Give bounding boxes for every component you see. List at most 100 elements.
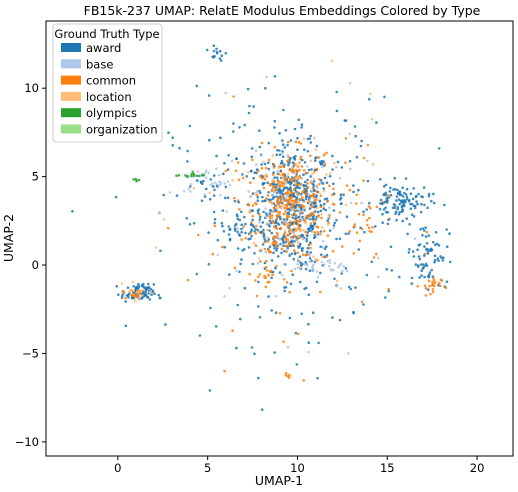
point-common [281, 195, 285, 198]
point-award [279, 190, 283, 193]
point-common [166, 227, 170, 230]
point-award [286, 143, 289, 147]
point-award [135, 287, 139, 290]
point-olympics [184, 174, 187, 177]
point-common [297, 141, 301, 144]
point-award [237, 200, 240, 204]
point-award [436, 257, 440, 261]
point-award [419, 228, 422, 231]
point-award [315, 156, 318, 159]
point-award [198, 174, 201, 178]
point-award [171, 144, 174, 147]
point-award [276, 191, 279, 194]
point-award [215, 50, 219, 54]
point-award [367, 97, 371, 101]
point-award [219, 59, 223, 62]
point-common [137, 295, 140, 299]
point-award [328, 174, 332, 178]
point-location [208, 191, 211, 194]
point-award [306, 150, 310, 153]
point-base [316, 276, 320, 279]
point-award [423, 275, 426, 279]
point-award [233, 227, 237, 231]
point-award [415, 200, 418, 203]
point-award [357, 188, 360, 192]
point-award [200, 199, 204, 202]
point-award [236, 303, 240, 307]
point-award [292, 156, 296, 159]
point-award [427, 194, 431, 198]
point-award [311, 227, 315, 230]
point-base [258, 221, 261, 224]
point-award [333, 277, 336, 281]
point-location [284, 229, 287, 232]
point-award [300, 126, 303, 129]
point-award [253, 352, 256, 356]
y-axis-label: UMAP-2 [1, 214, 16, 262]
point-award [226, 168, 230, 171]
point-award [315, 144, 319, 148]
point-common [223, 369, 226, 373]
point-location [265, 228, 269, 232]
point-award [424, 226, 427, 229]
point-award [295, 173, 298, 176]
point-award [417, 192, 420, 196]
point-base [280, 274, 284, 277]
point-award [250, 234, 253, 238]
point-location [231, 178, 234, 182]
point-award [282, 108, 285, 112]
point-common [290, 191, 294, 195]
point-award [427, 234, 431, 237]
point-award [383, 200, 387, 204]
point-common [266, 194, 270, 197]
point-award [283, 249, 286, 253]
point-common [372, 256, 376, 259]
point-award [384, 191, 388, 195]
point-award [295, 196, 299, 200]
point-award [421, 227, 425, 230]
point-award [395, 199, 398, 202]
point-common [298, 220, 301, 223]
point-award [162, 193, 165, 197]
point-common [315, 198, 318, 202]
point-common [348, 188, 352, 192]
point-location [281, 176, 285, 179]
point-common [301, 196, 304, 199]
point-award [142, 285, 146, 289]
point-common [233, 266, 237, 270]
x-tick-label: 0 [114, 461, 121, 475]
point-award [273, 176, 276, 179]
point-base [321, 245, 325, 249]
point-common [221, 245, 224, 249]
point-award [263, 261, 267, 265]
point-award [212, 49, 216, 53]
point-common [284, 373, 288, 377]
point-common [291, 242, 294, 246]
point-common [284, 371, 288, 375]
point-common [274, 236, 278, 239]
point-award [267, 238, 271, 241]
point-common [298, 168, 302, 172]
legend-swatch-olympics [61, 108, 81, 118]
point-award [383, 95, 386, 99]
point-common [286, 198, 289, 202]
point-award [344, 232, 348, 236]
point-common [285, 281, 289, 284]
point-award [397, 212, 401, 216]
point-location [313, 219, 317, 223]
point-location [128, 290, 131, 294]
point-award [273, 246, 276, 250]
point-award [420, 269, 423, 273]
point-common [305, 214, 308, 218]
point-common [431, 280, 434, 284]
point-award [352, 190, 355, 194]
point-award [384, 193, 388, 197]
point-award [289, 194, 292, 197]
point-location [310, 179, 313, 183]
point-award [405, 197, 409, 201]
point-award [233, 199, 237, 203]
point-award [328, 229, 332, 232]
point-common [124, 297, 127, 300]
point-award [387, 218, 390, 221]
